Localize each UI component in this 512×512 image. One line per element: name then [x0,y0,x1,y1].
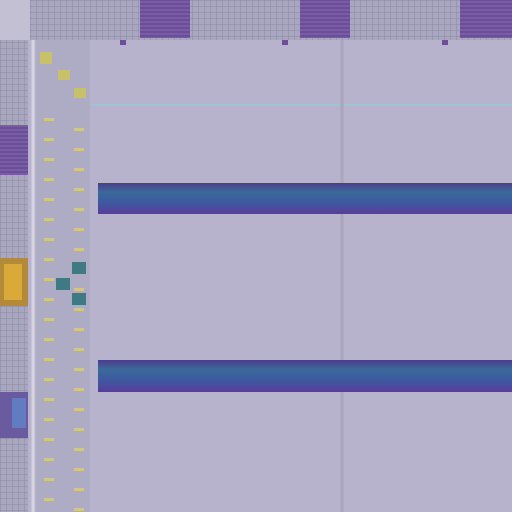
corner [0,0,30,40]
dash [44,458,54,461]
dash [74,288,84,291]
top-strip [0,0,512,40]
dash [44,258,54,261]
dash [44,138,54,141]
bus-bar [98,183,512,214]
dash [74,188,84,191]
dash [44,418,54,421]
dash [74,208,84,211]
dash [74,468,84,471]
bus-bar [98,360,512,392]
squares [56,262,86,305]
dash [44,498,54,501]
dash [74,168,84,171]
dash [44,378,54,381]
dash [44,478,54,481]
dash [74,428,84,431]
dash [74,448,84,451]
dash [44,198,54,201]
dash [44,278,54,281]
dash [74,408,84,411]
dash [74,368,84,371]
dash [44,318,54,321]
top-blocks [120,0,512,45]
dash [74,248,84,251]
pad-dashes [40,52,86,98]
dash [74,488,84,491]
dash [74,388,84,391]
dash [44,398,54,401]
dash [44,438,54,441]
dash [74,328,84,331]
dash [44,118,54,121]
dash [44,338,54,341]
dash [74,508,84,511]
left-blocks [0,125,28,438]
dash [44,178,54,181]
dash [74,348,84,351]
dash [74,128,84,131]
dash [44,158,54,161]
dash [74,148,84,151]
dash-column [44,118,84,511]
dash [44,298,54,301]
dash [44,238,54,241]
dash [44,358,54,361]
pad-column [36,40,90,512]
dash [74,228,84,231]
dash [74,308,84,311]
dash [44,218,54,221]
